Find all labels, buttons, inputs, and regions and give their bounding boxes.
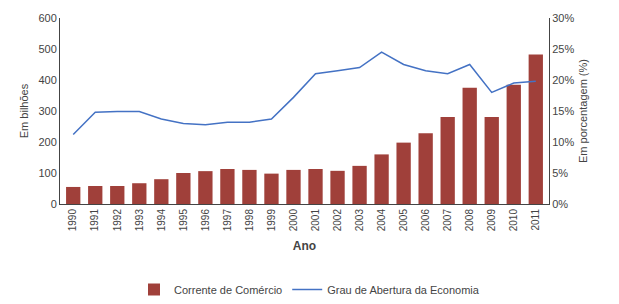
svg-text:2002: 2002 xyxy=(332,209,343,232)
svg-text:2003: 2003 xyxy=(354,209,365,232)
svg-text:25%: 25% xyxy=(552,43,574,55)
svg-text:2009: 2009 xyxy=(486,209,497,232)
svg-text:600: 600 xyxy=(38,12,56,24)
svg-text:1996: 1996 xyxy=(200,209,211,232)
svg-text:1992: 1992 xyxy=(112,209,123,232)
svg-text:0%: 0% xyxy=(552,198,568,210)
svg-text:5%: 5% xyxy=(552,167,568,179)
svg-text:2001: 2001 xyxy=(310,209,321,232)
svg-text:500: 500 xyxy=(38,43,56,55)
svg-text:20%: 20% xyxy=(552,74,574,86)
svg-text:Ano: Ano xyxy=(293,239,316,253)
svg-text:Em bilhões: Em bilhões xyxy=(18,83,30,138)
svg-text:100: 100 xyxy=(38,167,56,179)
svg-text:1994: 1994 xyxy=(156,209,167,232)
svg-text:30%: 30% xyxy=(552,12,574,24)
svg-text:1993: 1993 xyxy=(134,209,145,232)
svg-text:15%: 15% xyxy=(552,105,574,117)
svg-text:2011: 2011 xyxy=(530,209,541,231)
svg-text:400: 400 xyxy=(38,74,56,86)
svg-text:2007: 2007 xyxy=(442,209,453,232)
svg-text:1995: 1995 xyxy=(178,209,189,232)
svg-text:300: 300 xyxy=(38,105,56,117)
svg-text:200: 200 xyxy=(38,136,56,148)
svg-text:2010: 2010 xyxy=(508,209,519,232)
svg-text:2006: 2006 xyxy=(420,209,431,232)
svg-text:1998: 1998 xyxy=(244,209,255,232)
svg-text:1991: 1991 xyxy=(89,209,100,232)
svg-text:1999: 1999 xyxy=(266,209,277,232)
svg-text:2004: 2004 xyxy=(376,209,387,232)
svg-text:2000: 2000 xyxy=(288,209,299,232)
svg-text:2005: 2005 xyxy=(398,209,409,232)
svg-text:10%: 10% xyxy=(552,136,574,148)
svg-text:Grau de Abertura da Economia: Grau de Abertura da Economia xyxy=(327,284,480,296)
svg-text:2008: 2008 xyxy=(464,209,475,232)
svg-text:Corrente de Comércio: Corrente de Comércio xyxy=(174,284,282,296)
svg-text:0: 0 xyxy=(51,198,57,210)
svg-text:1997: 1997 xyxy=(222,209,233,232)
svg-text:Em porcentagem (%): Em porcentagem (%) xyxy=(577,59,589,163)
svg-text:1990: 1990 xyxy=(67,209,78,232)
